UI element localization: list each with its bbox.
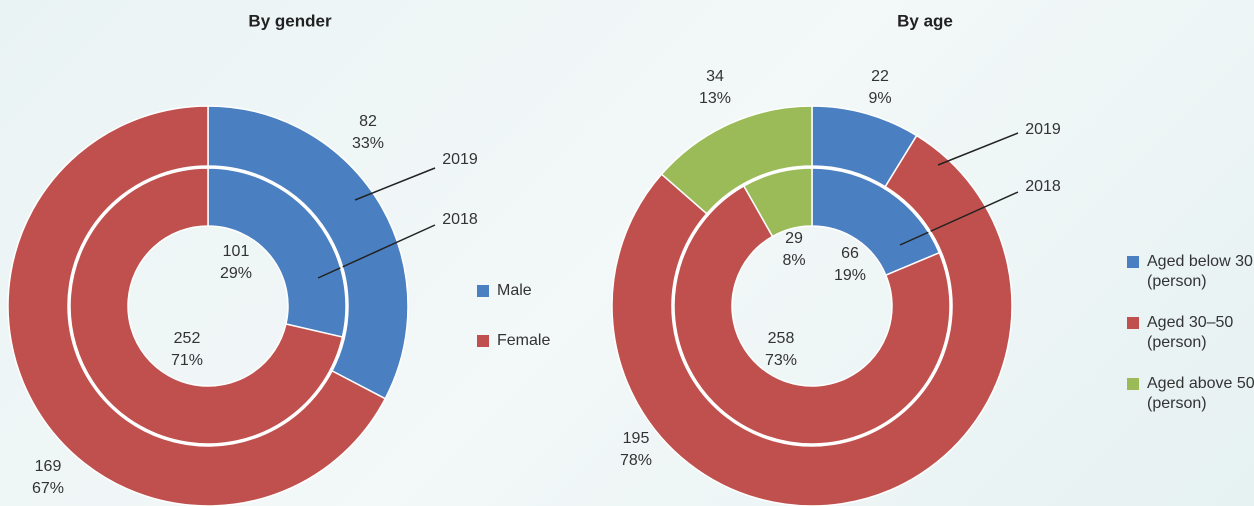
series-label: 2018 [1025, 178, 1061, 195]
legend-swatch [477, 335, 489, 347]
percent-label: 8% [782, 252, 805, 269]
percent-label: 71% [171, 352, 203, 369]
value-label: 195 [623, 430, 650, 447]
percent-label: 29% [220, 265, 252, 282]
value-label: 82 [359, 113, 377, 130]
percent-label: 9% [868, 90, 891, 107]
legend-swatch [1127, 378, 1139, 390]
value-label: 252 [174, 330, 201, 347]
legend-label: Aged 30–50 (person) [1147, 313, 1254, 353]
legend-label: Female [497, 331, 622, 351]
value-label: 101 [223, 243, 250, 260]
page: By gender 82 33% 169 67% 2019 101 29% 252 71% 2018… [0, 0, 1254, 506]
series-label: 2019 [442, 151, 478, 168]
legend-label: Male [497, 281, 622, 301]
legend-swatch [1127, 317, 1139, 329]
series-label: 2019 [1025, 121, 1061, 138]
chart: By gender 82 33% 169 67% 2019 101 29% 252 71% 2018… [0, 0, 1254, 506]
value-label: 22 [871, 68, 889, 85]
value-label: 66 [841, 245, 859, 262]
percent-label: 19% [834, 267, 866, 284]
legend-label: Aged below 30 (person) [1147, 252, 1254, 292]
value-label: 258 [768, 330, 795, 347]
percent-label: 13% [699, 90, 731, 107]
chart-title: By gender [248, 11, 332, 30]
value-label: 169 [35, 458, 62, 475]
percent-label: 73% [765, 352, 797, 369]
percent-label: 78% [620, 452, 652, 469]
legend-swatch [477, 285, 489, 297]
value-label: 34 [706, 68, 724, 85]
percent-label: 33% [352, 135, 384, 152]
legend-swatch [1127, 256, 1139, 268]
series-label: 2018 [442, 211, 478, 228]
leader-line [938, 133, 1018, 165]
legend-label: Aged above 50 (person) [1147, 374, 1254, 414]
percent-label: 67% [32, 480, 64, 497]
value-label: 29 [785, 230, 803, 247]
chart-title: By age [897, 11, 953, 30]
